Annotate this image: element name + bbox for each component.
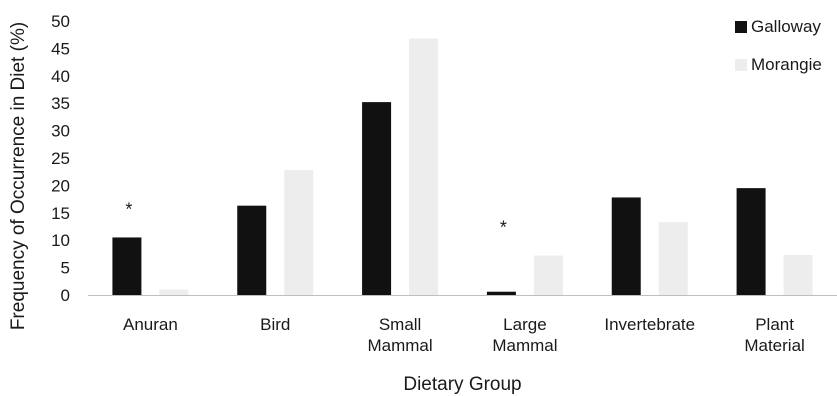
- y-tick-label: 0: [61, 286, 70, 305]
- x-category-label: Large Mammal: [492, 315, 557, 355]
- significance-marker: *: [125, 199, 132, 219]
- x-category-label-line: Large: [503, 315, 546, 334]
- x-axis-title: Dietary Group: [403, 374, 521, 395]
- y-tick-label: 40: [51, 67, 70, 86]
- y-tick-label: 50: [51, 12, 70, 31]
- x-category-label-line: Bird: [260, 315, 290, 334]
- annotations: **: [125, 199, 507, 237]
- y-axis-title: Frequency of Occurrence in Diet (%): [8, 22, 29, 330]
- x-category-label: Plant Material: [744, 315, 804, 355]
- bar-morangie: [783, 254, 813, 295]
- x-axis-category-labels: Anuran Bird Small Mammal Large Mammal Inverteb…: [123, 315, 805, 355]
- legend-swatch-morangie: [735, 59, 747, 71]
- bar-galloway: [362, 102, 392, 295]
- y-tick-label: 30: [51, 122, 70, 141]
- bar-galloway: [611, 197, 641, 295]
- y-tick-label: 35: [51, 94, 70, 113]
- x-category-label: Anuran: [123, 315, 178, 334]
- bar-morangie: [409, 38, 439, 295]
- x-category-label-line: Mammal: [492, 336, 557, 355]
- y-tick-label: 45: [51, 39, 70, 58]
- bar-morangie: [533, 255, 563, 295]
- bars: [112, 38, 813, 295]
- bar-galloway: [736, 188, 766, 295]
- y-tick-label: 15: [51, 204, 70, 223]
- y-tick-label: 25: [51, 149, 70, 168]
- legend-label-morangie: Morangie: [751, 55, 822, 74]
- x-category-label: Bird: [260, 315, 290, 334]
- bar-galloway: [112, 237, 142, 295]
- x-category-label-line: Invertebrate: [604, 315, 695, 334]
- x-category-label-line: Plant: [755, 315, 794, 334]
- significance-marker: *: [500, 218, 507, 238]
- legend: Galloway Morangie: [735, 17, 822, 74]
- y-tick-label: 10: [51, 231, 70, 250]
- x-category-label: Invertebrate: [604, 315, 695, 334]
- x-category-label-line: Anuran: [123, 315, 178, 334]
- bar-morangie: [658, 222, 688, 295]
- legend-swatch-galloway: [735, 21, 747, 33]
- y-axis-ticks: 0 5 10 15 20 25 30 35 40 45 50: [51, 12, 70, 305]
- bar-morangie: [159, 289, 189, 295]
- bar-galloway: [486, 291, 516, 295]
- x-category-label-line: Mammal: [367, 336, 432, 355]
- legend-label-galloway: Galloway: [751, 17, 821, 36]
- y-tick-label: 5: [61, 259, 70, 278]
- x-category-label: Small Mammal: [367, 315, 432, 355]
- x-category-label-line: Material: [744, 336, 804, 355]
- y-tick-label: 20: [51, 176, 70, 195]
- bar-morangie: [284, 170, 314, 295]
- x-category-label-line: Small: [379, 315, 422, 334]
- bar-galloway: [237, 205, 267, 295]
